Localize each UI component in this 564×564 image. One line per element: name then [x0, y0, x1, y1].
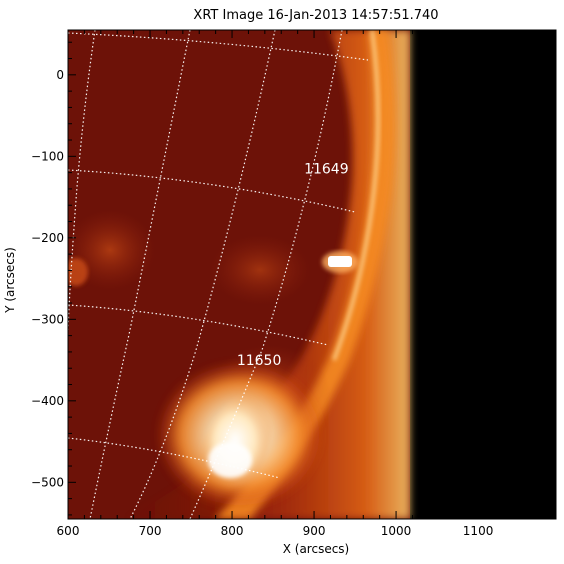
- longitude-line: [89, 30, 191, 519]
- solar-limb-glow: [120, 30, 410, 519]
- flare-bright-spot: [208, 442, 252, 478]
- solar-image-area: 11649 11650: [68, 30, 556, 519]
- y-tick-label: −200: [31, 231, 64, 245]
- off-limb-region: [410, 30, 556, 519]
- longitude-line: [129, 30, 276, 519]
- latitude-line: [68, 169, 356, 213]
- x-axis-label: X (arcsecs): [283, 542, 350, 556]
- x-tick-label: 600: [57, 524, 80, 538]
- y-axis-label: Y (arcsecs): [3, 247, 17, 314]
- y-tick-label: −100: [31, 149, 64, 163]
- region-label-11650: 11650: [237, 353, 282, 369]
- region-label-11649: 11649: [304, 162, 349, 178]
- longitude-line: [189, 30, 343, 519]
- x-tick-label: 1100: [463, 524, 494, 538]
- solar-limb-bright-line: [332, 30, 381, 361]
- diffuse-glow-left: [68, 210, 155, 290]
- y-tick-label: 0: [56, 68, 64, 82]
- x-tick-label: 700: [139, 524, 162, 538]
- diffuse-glow-mid: [210, 235, 310, 305]
- x-tick-label: 800: [221, 524, 244, 538]
- x-tick-label: 900: [303, 524, 326, 538]
- x-tick-label: 1000: [381, 524, 412, 538]
- y-axis: 0 −100 −200 −300 −400 −500: [31, 41, 556, 516]
- bright-point-core: [328, 256, 352, 267]
- y-tick-label: −400: [31, 394, 64, 408]
- latitude-line: [68, 437, 281, 479]
- figure-title: XRT Image 16-Jan-2013 14:57:51.740: [193, 8, 438, 23]
- longitude-line: [68, 30, 96, 331]
- diffuse-glow-edge: [68, 258, 88, 286]
- y-tick-label: −300: [31, 312, 64, 326]
- plot-frame: [67, 29, 557, 520]
- y-tick-label: −500: [31, 475, 64, 489]
- heliographic-grid: [68, 30, 369, 519]
- x-axis: 600 700 800 900 1000 1100: [57, 30, 545, 538]
